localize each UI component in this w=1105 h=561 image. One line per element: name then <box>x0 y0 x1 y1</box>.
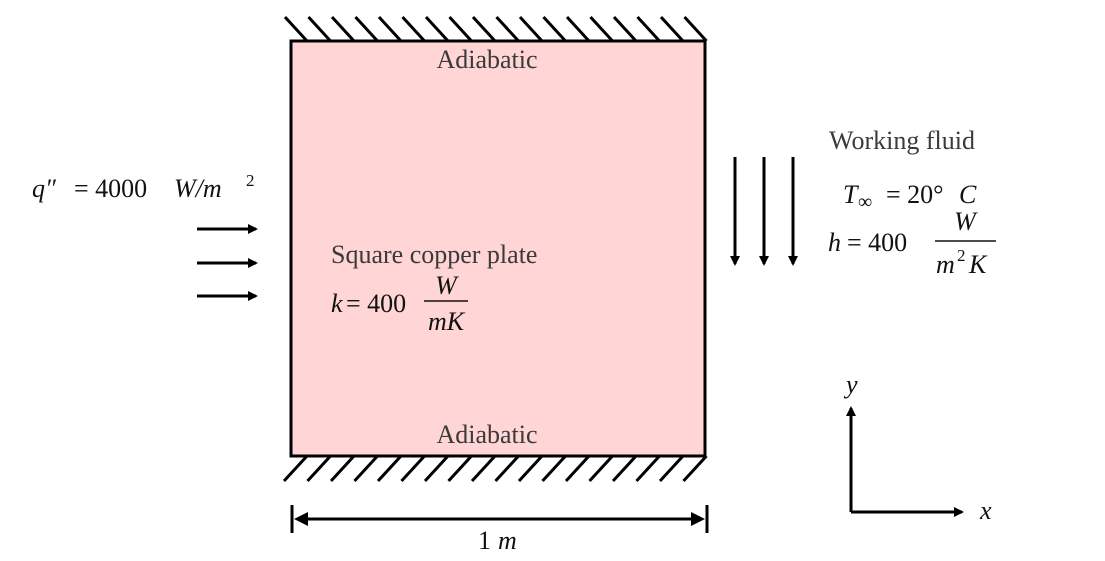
heat-flux-value: = 4000 <box>74 174 147 203</box>
hatch-mark <box>329 454 356 483</box>
heat-flux-unit: W/m <box>174 174 222 203</box>
dimension-value: 1 <box>478 526 491 555</box>
bottom-wall-hatching <box>282 454 708 483</box>
hatch-mark <box>683 15 708 43</box>
hatch-mark <box>494 454 520 483</box>
hatch-mark <box>517 454 544 483</box>
top-boundary-label: Adiabatic <box>436 45 537 74</box>
h-symbol: h <box>828 228 841 257</box>
hatch-mark <box>376 454 403 483</box>
hatch-mark <box>353 454 379 483</box>
hatch-mark <box>541 454 567 483</box>
hatch-mark <box>564 454 591 483</box>
t-subscript: ∞ <box>858 191 872 213</box>
hatch-mark <box>470 454 497 483</box>
k-unit-denominator: mK <box>428 307 466 336</box>
hatch-mark <box>565 15 591 43</box>
hatch-mark <box>423 454 450 483</box>
dimension-unit: m <box>498 526 517 555</box>
hatch-mark <box>636 15 661 43</box>
hatch-mark <box>635 454 661 483</box>
fluid-temperature-equation: T ∞ = 20° C <box>843 180 977 213</box>
heat-flux-unit-exponent: 2 <box>246 171 255 190</box>
hatch-mark <box>448 15 473 43</box>
width-dimension <box>290 505 709 533</box>
plate-name-label: Square copper plate <box>331 240 537 269</box>
hatch-mark <box>542 15 567 43</box>
hatch-mark <box>589 15 614 43</box>
dimension-arrow-left <box>294 512 308 526</box>
hatch-mark <box>377 15 403 43</box>
hatch-mark <box>400 454 426 483</box>
h-unit-numerator: W <box>954 207 978 236</box>
hatch-mark <box>611 454 638 483</box>
hatch-mark <box>518 15 544 43</box>
t-unit: C <box>959 180 977 209</box>
dimension-arrow-right <box>691 512 705 526</box>
hatch-mark <box>658 454 685 483</box>
k-unit-numerator: W <box>435 271 459 300</box>
hatch-mark <box>306 454 332 483</box>
top-wall-hatching <box>283 15 708 43</box>
t-symbol: T <box>843 180 859 209</box>
conductivity-equation: k = 400 W mK <box>331 271 468 336</box>
hatch-mark <box>283 15 309 43</box>
fluid-flow-arrows <box>730 157 798 266</box>
width-dimension-label: 1 m <box>478 526 517 555</box>
h-unit-denominator-base: m <box>936 250 955 279</box>
t-value: = 20° <box>886 180 944 209</box>
hatch-mark <box>471 15 497 43</box>
hatch-mark <box>282 454 309 483</box>
copper-plate <box>289 39 707 458</box>
hatch-mark <box>307 15 332 43</box>
h-unit-denominator-exponent: 2 <box>957 246 966 265</box>
convection-coefficient-equation: h = 400 W m 2 K <box>828 207 996 279</box>
y-axis-label: y <box>843 370 858 399</box>
hatch-mark <box>330 15 356 43</box>
bottom-boundary-label: Adiabatic <box>436 420 537 449</box>
hatch-mark <box>447 454 473 483</box>
hatch-mark <box>659 15 685 43</box>
hatch-mark <box>682 454 708 483</box>
heat-flux-arrows <box>197 224 258 301</box>
hatch-mark <box>401 15 426 43</box>
hatch-mark <box>495 15 520 43</box>
h-unit-denominator-tail: K <box>968 250 988 279</box>
coordinate-axes <box>846 406 964 517</box>
hatch-mark <box>588 454 614 483</box>
k-value: = 400 <box>346 289 406 318</box>
working-fluid-title: Working fluid <box>829 126 975 155</box>
k-symbol: k <box>331 289 343 318</box>
heat-flux-symbol: q″ <box>32 174 57 203</box>
h-value: = 400 <box>847 228 907 257</box>
x-axis-label: x <box>979 496 992 525</box>
hatch-mark <box>612 15 638 43</box>
hatch-mark <box>354 15 379 43</box>
hatch-mark <box>424 15 450 43</box>
heat-flux-equation: q″ = 4000 W/m 2 <box>32 171 255 203</box>
